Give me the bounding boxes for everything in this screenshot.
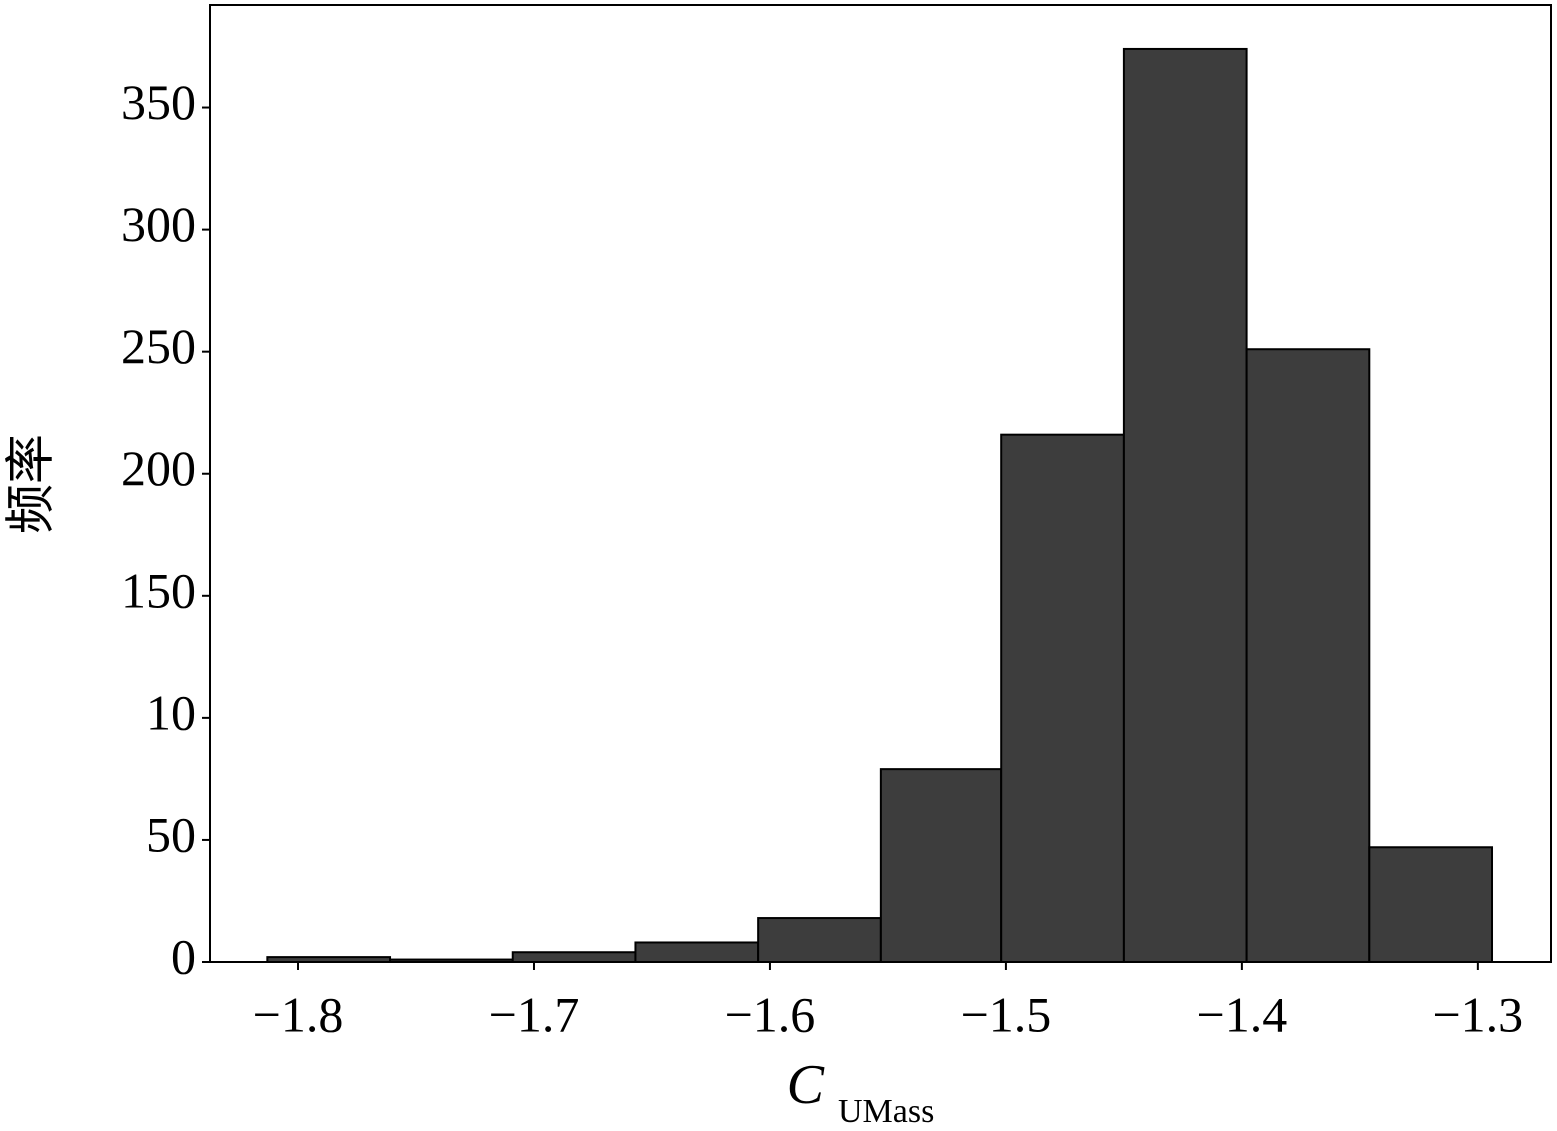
y-tick-label: 200 bbox=[121, 440, 196, 496]
y-tick-label: 250 bbox=[121, 318, 196, 374]
bar bbox=[879, 768, 1003, 963]
x-tick-label: −1.8 bbox=[253, 986, 344, 1042]
x-tick-label: −1.4 bbox=[1197, 986, 1288, 1042]
y-tick-label: 50 bbox=[146, 806, 196, 862]
bar bbox=[1245, 348, 1371, 963]
bar bbox=[1368, 846, 1494, 963]
bar bbox=[389, 958, 514, 963]
y-tick-label: 10 bbox=[146, 684, 196, 740]
x-axis-label-sub: UMass bbox=[838, 1093, 934, 1130]
y-tick-label: 150 bbox=[121, 562, 196, 618]
y-tick-label: 0 bbox=[171, 928, 196, 984]
bar bbox=[1000, 433, 1125, 963]
x-tick-label: −1.3 bbox=[1432, 986, 1523, 1042]
bar bbox=[266, 956, 392, 964]
x-tick-label: −1.7 bbox=[489, 986, 580, 1042]
bar bbox=[634, 941, 760, 963]
y-axis-label: 频率 bbox=[2, 434, 58, 534]
y-tick-label: 300 bbox=[121, 196, 196, 252]
x-tick-label: −1.6 bbox=[725, 986, 816, 1042]
bar bbox=[1122, 47, 1248, 964]
x-axis-label: C bbox=[787, 1054, 825, 1116]
bar bbox=[511, 951, 637, 963]
x-tick-label: −1.5 bbox=[961, 986, 1052, 1042]
bar bbox=[757, 917, 882, 964]
y-tick-label: 350 bbox=[121, 74, 196, 130]
